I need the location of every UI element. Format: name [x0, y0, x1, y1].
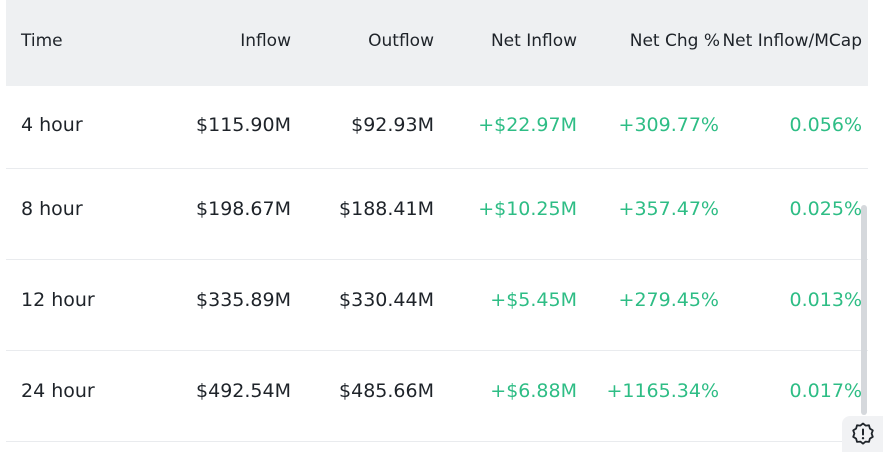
header-net-inflow[interactable]: Net Inflow	[490, 31, 577, 51]
cell-net-inflow: +$10.25M	[478, 198, 577, 220]
cell-outflow: $485.66M	[339, 380, 434, 402]
cell-net-inflow-mcap: 0.025%	[789, 198, 862, 220]
fund-flow-table: Time Inflow Outflow Net Inflow Net Chg %…	[6, 0, 868, 442]
header-inflow[interactable]: Inflow	[240, 31, 291, 51]
cell-outflow: $92.93M	[351, 114, 434, 136]
cell-time: 12 hour	[21, 289, 95, 311]
table-row: 24 hour $492.54M $485.66M +$6.88M +1165.…	[6, 351, 868, 442]
cell-inflow: $198.67M	[196, 198, 291, 220]
cell-net-inflow-mcap: 0.013%	[789, 289, 862, 311]
table-row: 4 hour $115.90M $92.93M +$22.97M +309.77…	[6, 86, 868, 169]
cell-net-chg: +357.47%	[618, 198, 719, 220]
cell-time: 4 hour	[21, 114, 83, 136]
cell-net-chg: +1165.34%	[606, 380, 719, 402]
feedback-button[interactable]	[842, 416, 883, 452]
vertical-scrollbar[interactable]	[861, 205, 867, 415]
table-row: 12 hour $335.89M $330.44M +$5.45M +279.4…	[6, 260, 868, 351]
header-outflow[interactable]: Outflow	[368, 31, 434, 51]
cell-outflow: $188.41M	[339, 198, 434, 220]
cell-outflow: $330.44M	[339, 289, 434, 311]
cell-net-inflow: +$22.97M	[478, 114, 577, 136]
table-row: 8 hour $198.67M $188.41M +$10.25M +357.4…	[6, 169, 868, 260]
cell-inflow: $115.90M	[196, 114, 291, 136]
cell-time: 8 hour	[21, 198, 83, 220]
cell-inflow: $335.89M	[196, 289, 291, 311]
table-header: Time Inflow Outflow Net Inflow Net Chg %…	[6, 0, 868, 86]
cell-net-inflow-mcap: 0.017%	[789, 380, 862, 402]
cell-net-inflow: +$5.45M	[490, 289, 577, 311]
header-time[interactable]: Time	[21, 31, 63, 51]
cell-net-inflow-mcap: 0.056%	[789, 114, 862, 136]
header-net-chg[interactable]: Net Chg %	[629, 31, 720, 51]
cell-net-chg: +309.77%	[618, 114, 719, 136]
cell-net-inflow: +$6.88M	[490, 380, 577, 402]
alert-badge-icon	[851, 422, 874, 445]
cell-inflow: $492.54M	[196, 380, 291, 402]
cell-net-chg: +279.45%	[618, 289, 719, 311]
header-net-inflow-mcap[interactable]: Net Inflow/MCap	[722, 31, 862, 51]
cell-time: 24 hour	[21, 380, 95, 402]
